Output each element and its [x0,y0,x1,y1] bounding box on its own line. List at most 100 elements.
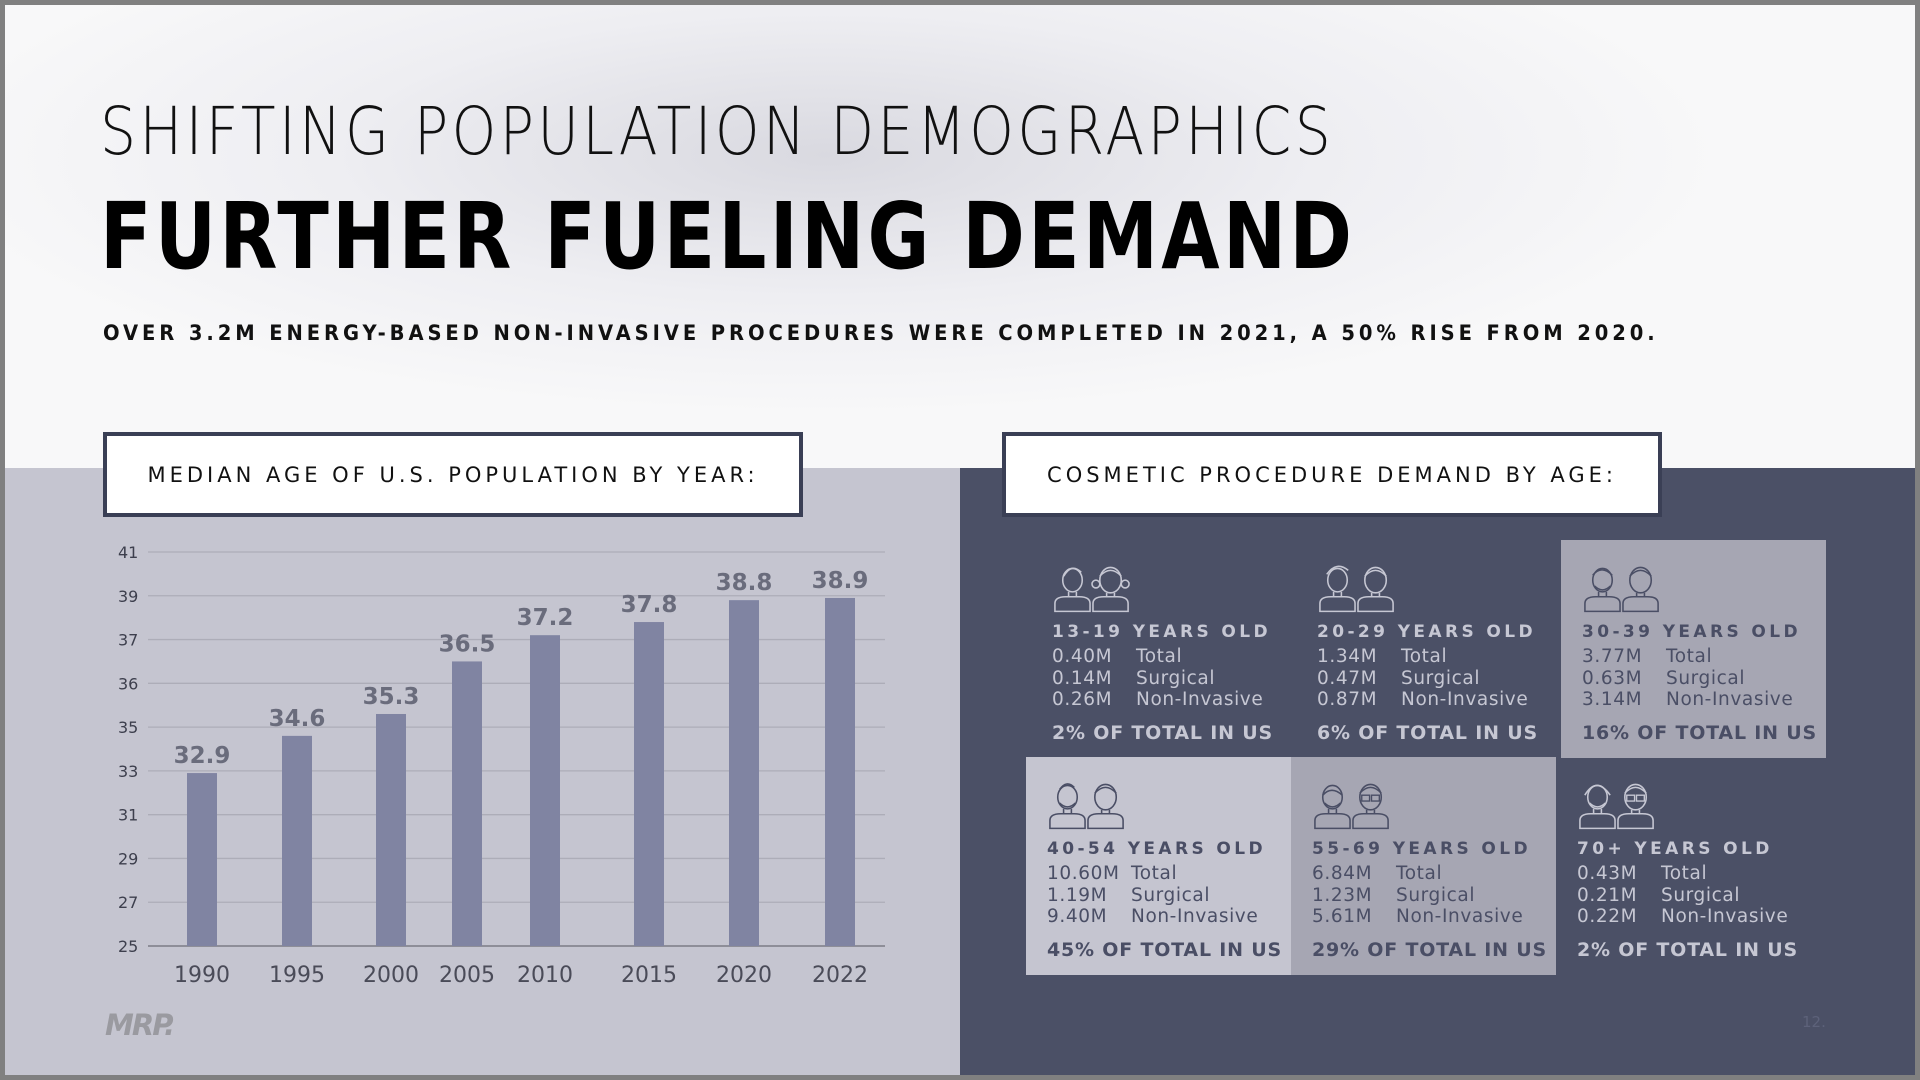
surgical-label: Surgical [1396,884,1476,906]
data-label-2000: 35.3 [363,684,420,710]
x-tick-label-1990: 1990 [174,963,230,988]
surgical-label: Surgical [1666,667,1746,689]
share-of-total: 2% OF TOTAL IN US [1052,721,1273,744]
y-tick-label: 35 [118,718,138,737]
stat-row-total: 0.43M Total [1577,863,1801,885]
non-invasive-label: Non-Invasive [1131,906,1259,927]
y-tick-label: 39 [118,587,138,606]
surgical-value: 0.63M [1582,667,1643,689]
y-tick-label: 37 [118,631,138,650]
stat-row-total: 1.34M Total [1317,646,1541,668]
demand-card-40-54: 40-54 YEARS OLD 10.60M Total 1.19M Surgica… [1026,757,1291,975]
stat-row-non-invasive: 3.14M Non-Invasive [1582,689,1806,711]
data-label-2010: 37.2 [517,605,574,631]
share-of-total: 6% OF TOTAL IN US [1317,721,1538,744]
x-tick-label-1995: 1995 [269,963,325,988]
bar-1995 [282,735,312,946]
total-label: Total [1131,863,1178,884]
y-tick-label: 31 [118,806,138,825]
stats-list: 0.40M Total 0.14M Surgical 0.26M Non-Invasi… [1052,646,1276,711]
bar-2005 [452,661,482,946]
non-invasive-value: 0.26M [1052,689,1113,710]
total-value: 1.34M [1317,646,1378,667]
median-age-bar-chart: 25 27 29 31 33 35 36 37 39 41 32.9 1990 34.6 1995 35.3… [118,543,885,988]
stats-list: 6.84M Total 1.23M Surgical 5.61M Non-Invasi… [1312,863,1536,928]
non-invasive-value: 0.22M [1577,906,1638,927]
stats-list: 0.43M Total 0.21M Surgical 0.22M Non-Invasi… [1577,863,1801,928]
non-invasive-label: Non-Invasive [1666,689,1794,710]
stat-row-non-invasive: 9.40M Non-Invasive [1047,906,1271,928]
stat-row-surgical: 0.21M Surgical [1577,885,1801,907]
x-tick-label-2005: 2005 [439,963,495,988]
age-group-label: 20-29 YEARS OLD [1317,622,1537,642]
age-group-label: 30-39 YEARS OLD [1582,622,1802,642]
stat-row-total: 10.60M Total [1047,863,1271,885]
stat-row-non-invasive: 0.22M Non-Invasive [1577,906,1801,928]
x-tick-label-2000: 2000 [363,963,419,988]
bar-2020 [729,600,759,946]
x-tick-label-2010: 2010 [517,963,573,988]
surgical-value: 1.23M [1312,884,1373,906]
non-invasive-value: 3.14M [1582,689,1643,710]
share-of-total: 29% OF TOTAL IN US [1312,938,1547,961]
surgical-value: 0.47M [1317,667,1378,689]
share-of-total: 16% OF TOTAL IN US [1582,721,1817,744]
middle-aged-man-woman-icon [1047,775,1271,831]
x-tick-label-2015: 2015 [621,963,677,988]
total-label: Total [1661,863,1708,884]
subtitle: OVER 3.2M ENERGY-BASED NON-INVASIVE PROC… [103,321,1659,345]
demand-card-30-39: 30-39 YEARS OLD 3.77M Total 0.63M Surgical… [1561,540,1826,758]
stat-row-total: 3.77M Total [1582,646,1806,668]
stat-row-non-invasive: 5.61M Non-Invasive [1312,906,1536,928]
non-invasive-value: 5.61M [1312,906,1373,927]
median-age-label-box: MEDIAN AGE OF U.S. POPULATION BY YEAR: [103,432,803,517]
stat-row-total: 6.84M Total [1312,863,1536,885]
non-invasive-label: Non-Invasive [1396,906,1524,927]
total-value: 6.84M [1312,863,1373,884]
procedure-demand-label: COSMETIC PROCEDURE DEMAND BY AGE: [1047,462,1617,487]
bar-2022 [825,597,855,946]
data-label-2015: 37.8 [621,592,678,618]
surgical-value: 1.19M [1047,884,1108,906]
stats-list: 1.34M Total 0.47M Surgical 0.87M Non-Invasi… [1317,646,1541,711]
slide: SHIFTING POPULATION DEMOGRAPHICS FURTHER… [5,5,1915,1075]
surgical-label: Surgical [1136,667,1216,689]
data-label-2020: 38.8 [716,570,773,596]
age-group-label: 13-19 YEARS OLD [1052,622,1272,642]
total-value: 0.43M [1577,863,1638,884]
procedure-demand-label-box: COSMETIC PROCEDURE DEMAND BY AGE: [1002,432,1662,517]
share-of-total: 2% OF TOTAL IN US [1577,938,1798,961]
stats-list: 3.77M Total 0.63M Surgical 3.14M Non-Invasi… [1582,646,1806,711]
y-tick-label: 27 [118,893,138,912]
stat-row-surgical: 0.63M Surgical [1582,668,1806,690]
surgical-value: 0.21M [1577,884,1638,906]
share-of-total: 45% OF TOTAL IN US [1047,938,1282,961]
non-invasive-label: Non-Invasive [1661,906,1789,927]
y-tick-label: 25 [118,937,138,956]
y-tick-label: 29 [118,849,138,868]
non-invasive-label: Non-Invasive [1401,689,1529,710]
x-tick-label-2022: 2022 [812,963,868,988]
total-label: Total [1401,646,1448,667]
surgical-value: 0.14M [1052,667,1113,689]
total-label: Total [1136,646,1183,667]
stat-row-surgical: 1.19M Surgical [1047,885,1271,907]
age-group-label: 40-54 YEARS OLD [1047,839,1267,859]
data-label-2005: 36.5 [439,631,496,657]
non-invasive-label: Non-Invasive [1136,689,1264,710]
young-adult-man-woman-icon [1317,558,1541,614]
total-value: 3.77M [1582,646,1643,667]
bar-2010 [530,635,560,946]
stat-row-non-invasive: 0.26M Non-Invasive [1052,689,1276,711]
total-label: Total [1666,646,1713,667]
stats-list: 10.60M Total 1.19M Surgical 9.40M Non-Invas… [1047,863,1271,928]
mrp-logo: MRP. [105,1008,175,1042]
y-tick-label: 41 [118,543,138,562]
data-label-1995: 34.6 [269,706,326,732]
teen-boy-girl-icon [1052,558,1276,614]
x-tick-label-2020: 2020 [716,963,772,988]
surgical-label: Surgical [1661,884,1741,906]
total-value: 0.40M [1052,646,1113,667]
stat-row-total: 0.40M Total [1052,646,1276,668]
total-label: Total [1396,863,1443,884]
